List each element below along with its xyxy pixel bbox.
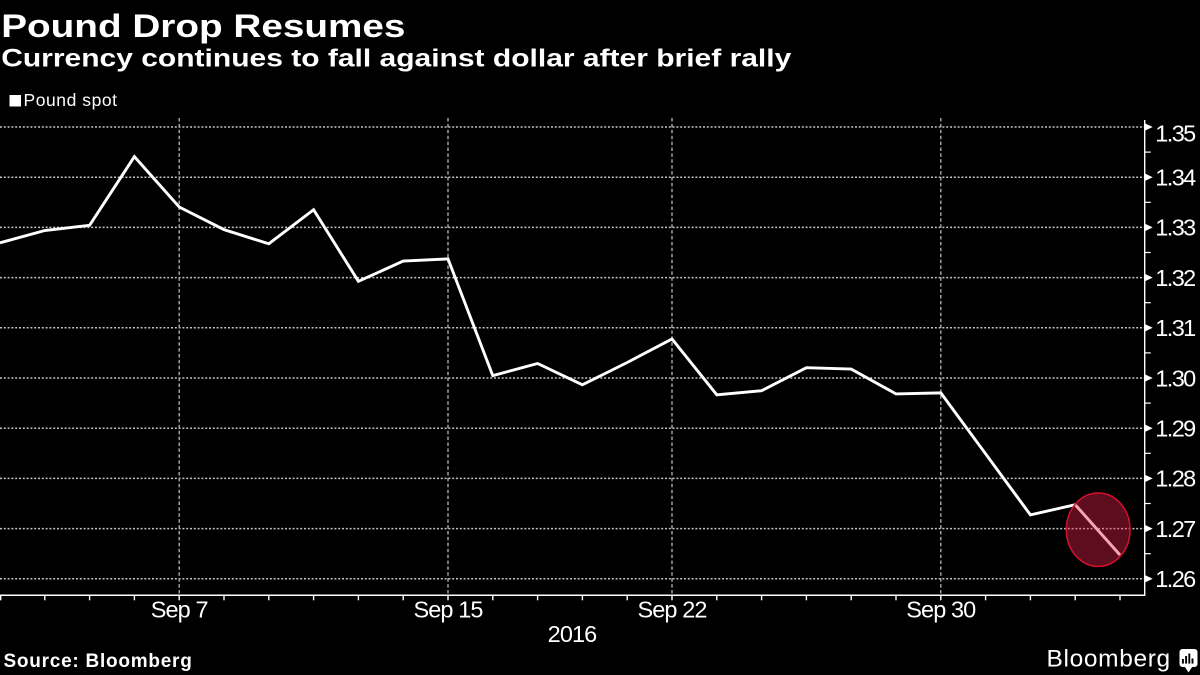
svg-text:Sep 30: Sep 30 <box>906 597 976 623</box>
svg-text:Source: Bloomberg: Source: Bloomberg <box>4 651 193 672</box>
svg-text:Pound Drop Resumes: Pound Drop Resumes <box>1 8 405 44</box>
svg-text:1.33: 1.33 <box>1155 215 1196 241</box>
svg-text:1.32: 1.32 <box>1155 265 1195 291</box>
svg-text:Sep 15: Sep 15 <box>413 597 483 623</box>
svg-text:Sep 7: Sep 7 <box>151 597 208 623</box>
svg-text:1.31: 1.31 <box>1155 315 1195 341</box>
svg-text:1.27: 1.27 <box>1155 516 1195 542</box>
svg-text:Pound spot: Pound spot <box>24 90 118 110</box>
svg-text:1.30: 1.30 <box>1155 365 1196 391</box>
svg-text:2016: 2016 <box>548 621 598 647</box>
svg-text:Currency continues to fall aga: Currency continues to fall against dolla… <box>1 44 792 72</box>
svg-text:1.35: 1.35 <box>1155 120 1196 146</box>
svg-text:Bloomberg: Bloomberg <box>1047 646 1171 673</box>
svg-text:1.29: 1.29 <box>1155 416 1195 442</box>
svg-text:1.26: 1.26 <box>1155 566 1196 592</box>
svg-text:1.34: 1.34 <box>1155 165 1196 191</box>
svg-text:Sep 22: Sep 22 <box>637 597 706 623</box>
svg-text:1.28: 1.28 <box>1155 466 1196 492</box>
